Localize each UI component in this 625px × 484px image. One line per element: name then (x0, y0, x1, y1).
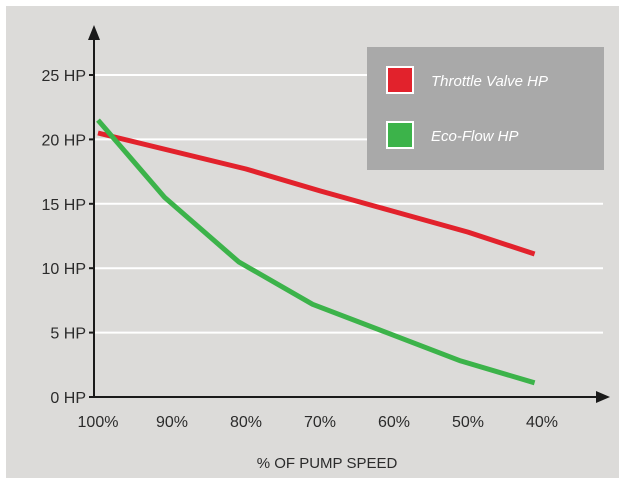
x-tick-label: 40% (526, 414, 558, 431)
legend-label: Eco-Flow HP (431, 128, 519, 145)
y-tick-label: 0 HP (50, 390, 86, 407)
x-tick-label: 70% (304, 414, 336, 431)
throttle-valve-line (97, 130, 536, 257)
x-tick-label: 60% (378, 414, 410, 431)
y-tick-labels: 0 HP 5 HP 10 HP 15 HP 20 HP 25 HP (42, 68, 86, 407)
legend-swatch (386, 121, 414, 149)
legend-background (367, 47, 604, 170)
x-axis-title: % OF PUMP SPEED (257, 455, 398, 472)
chart-card: 0 HP 5 HP 10 HP 15 HP 20 HP 25 HP 100% 90% 80% 7… (6, 6, 619, 478)
x-tick-label: 90% (156, 414, 188, 431)
x-tick-label: 80% (230, 414, 262, 431)
series-lines (96, 118, 536, 386)
x-axis-arrow (596, 391, 610, 403)
y-tick-label: 10 HP (42, 261, 86, 278)
x-tick-label: 50% (452, 414, 484, 431)
axes (88, 25, 610, 403)
legend: Throttle Valve HP Eco-Flow HP (367, 47, 604, 170)
x-tick-label: 100% (78, 414, 119, 431)
legend-items: Throttle Valve HP Eco-Flow HP (386, 66, 548, 149)
legend-swatch (386, 66, 414, 94)
y-tick-label: 20 HP (42, 132, 86, 149)
x-tick-labels: 100% 90% 80% 70% 60% 50% 40% (78, 414, 558, 431)
legend-label: Throttle Valve HP (431, 73, 548, 90)
line-chart: 0 HP 5 HP 10 HP 15 HP 20 HP 25 HP 100% 90% 80% 7… (42, 25, 610, 472)
y-tick-label: 25 HP (42, 68, 86, 85)
eco-flow-line (96, 118, 536, 386)
y-tick-label: 5 HP (50, 326, 86, 343)
y-axis-arrow (88, 25, 100, 40)
y-tick-label: 15 HP (42, 197, 86, 214)
